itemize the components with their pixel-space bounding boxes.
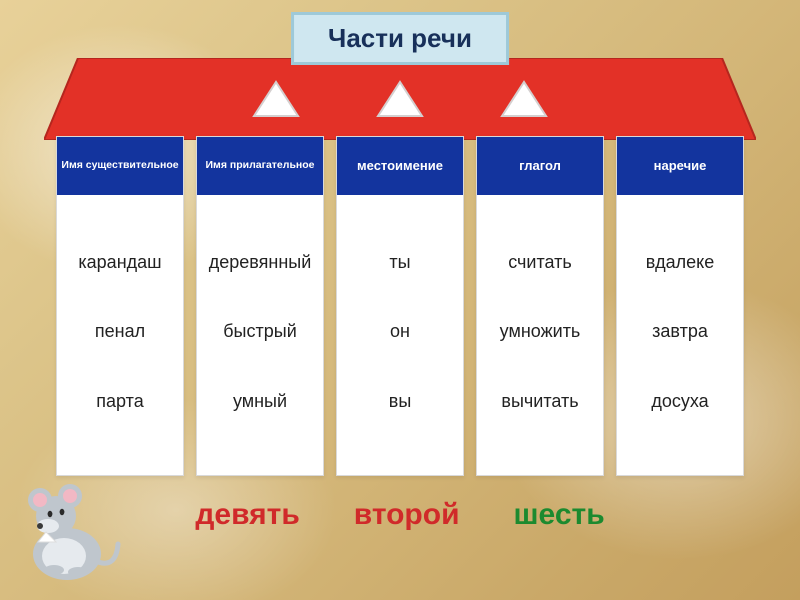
bottom-word: девять <box>195 498 299 532</box>
word: парта <box>96 392 143 412</box>
pillar-header: местоимение <box>337 137 463 195</box>
roof <box>44 58 756 140</box>
pillar: глагол считать умножить вычитать <box>476 136 604 476</box>
pillar-body: деревянный быстрый умный <box>197 195 323 475</box>
word: досуха <box>651 392 708 412</box>
pillar: Имя прилагательное деревянный быстрый умный <box>196 136 324 476</box>
word: вычитать <box>501 392 578 412</box>
title-text: Части речи <box>328 23 472 53</box>
pillar: наречие вдалеке завтра досуха <box>616 136 744 476</box>
pillar-body: ты он вы <box>337 195 463 475</box>
word: он <box>390 322 410 342</box>
pillars-container: Имя существительноекарандашпеналпартаИмя… <box>56 136 744 476</box>
pillar-header: наречие <box>617 137 743 195</box>
pillar-header: Имя прилагательное <box>197 137 323 195</box>
page-title: Части речи <box>291 12 509 65</box>
word: умножить <box>500 322 581 342</box>
word: пенал <box>95 322 145 342</box>
bottom-word: шесть <box>514 498 605 532</box>
word: быстрый <box>223 322 297 342</box>
word: умный <box>233 392 287 412</box>
pillar-body: считать умножить вычитать <box>477 195 603 475</box>
word: считать <box>508 253 572 273</box>
word: вдалеке <box>646 253 714 273</box>
word: завтра <box>652 322 708 342</box>
word: карандаш <box>78 253 161 273</box>
word: ты <box>389 253 410 273</box>
pillar: Имя существительное карандаш пенал парта <box>56 136 184 476</box>
pillar-body: вдалеке завтра досуха <box>617 195 743 475</box>
pillar-header: глагол <box>477 137 603 195</box>
word: вы <box>389 392 412 412</box>
bottom-word: второй <box>354 498 460 532</box>
mouse-illustration <box>12 466 122 586</box>
word: деревянный <box>209 253 312 273</box>
pillar-header: Имя существительное <box>57 137 183 195</box>
pillar: местоимение ты он вы <box>336 136 464 476</box>
pillar-body: карандаш пенал парта <box>57 195 183 475</box>
